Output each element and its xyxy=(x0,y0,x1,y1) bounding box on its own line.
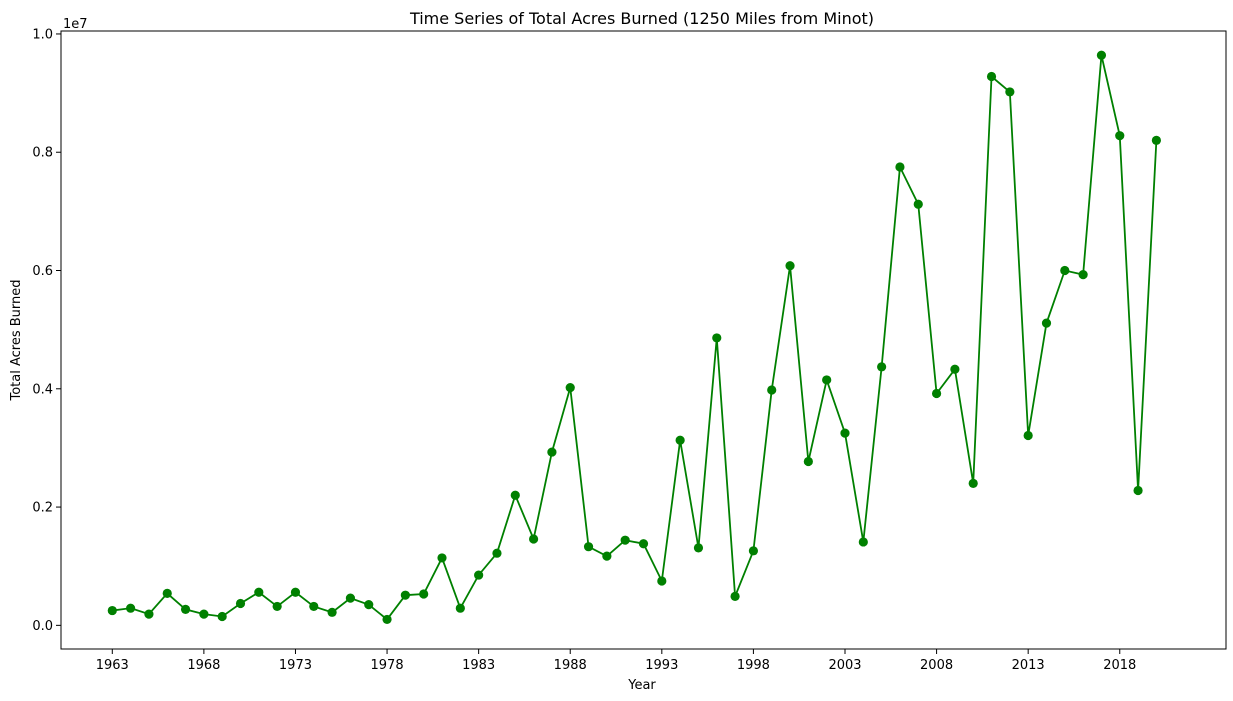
data-point xyxy=(657,576,667,586)
data-point xyxy=(217,611,227,622)
data-point xyxy=(730,591,740,601)
y-tick-label: 1.0 xyxy=(32,27,53,42)
data-point xyxy=(547,447,557,457)
x-axis-label: Year xyxy=(627,678,656,693)
data-point xyxy=(767,385,777,395)
series-line xyxy=(112,55,1158,621)
data-point xyxy=(1151,135,1161,146)
y-tick-label: 0.6 xyxy=(32,264,53,279)
y-tick-label: 0.8 xyxy=(32,146,53,161)
x-tick-label: 1998 xyxy=(737,658,770,673)
data-point xyxy=(437,553,447,563)
data-point xyxy=(528,534,539,544)
plot-frame xyxy=(60,30,1227,650)
x-tick-label: 1963 xyxy=(96,658,129,673)
data-point xyxy=(931,388,942,399)
x-tick-label: 1988 xyxy=(554,658,587,673)
data-point xyxy=(950,364,960,374)
data-point xyxy=(162,588,172,599)
data-point xyxy=(235,598,246,609)
y-axis-label: Total Acres Burned xyxy=(9,279,24,401)
data-point xyxy=(400,590,410,600)
data-point xyxy=(327,607,337,617)
plot-area xyxy=(60,30,1227,650)
series-layer xyxy=(107,50,1161,625)
y-tick-label: 0.2 xyxy=(32,501,53,516)
data-point xyxy=(840,428,850,438)
x-tick-label: 2008 xyxy=(920,658,953,673)
data-point xyxy=(309,601,319,612)
data-point xyxy=(1133,485,1143,496)
data-point xyxy=(199,609,209,619)
x-tick-label: 1968 xyxy=(187,658,220,673)
data-point xyxy=(1041,318,1052,328)
data-point xyxy=(364,600,374,610)
data-point xyxy=(858,537,868,547)
data-point xyxy=(254,587,264,597)
data-point xyxy=(748,546,759,556)
y-axis: 0.0 0.2 0.4 0.6 0.8 1.0 xyxy=(32,27,61,634)
data-point xyxy=(638,539,649,549)
y-tick-label: 0.4 xyxy=(32,382,53,397)
data-point xyxy=(785,261,795,271)
x-tick-label: 2018 xyxy=(1103,658,1136,673)
data-point xyxy=(474,570,484,580)
data-point xyxy=(107,605,117,616)
x-tick-label: 2013 xyxy=(1012,658,1045,673)
data-point xyxy=(180,604,191,614)
x-tick-label: 1978 xyxy=(371,658,404,673)
data-point xyxy=(272,601,282,612)
data-point xyxy=(1023,430,1033,441)
data-point xyxy=(675,435,685,445)
data-point xyxy=(803,456,813,467)
data-point xyxy=(620,535,630,545)
data-point xyxy=(290,587,301,597)
data-point xyxy=(913,199,923,209)
data-point xyxy=(492,548,502,558)
y-tick-label: 0.0 xyxy=(32,619,53,634)
x-axis: 1963 1968 1973 1978 1983 1988 1993 1998 2003 2008… xyxy=(96,649,1136,673)
data-point xyxy=(602,551,612,561)
data-point xyxy=(144,609,154,619)
data-point xyxy=(382,614,392,625)
data-point xyxy=(986,71,997,82)
data-point xyxy=(822,375,832,385)
x-tick-label: 1993 xyxy=(645,658,678,673)
x-tick-label: 1973 xyxy=(279,658,312,673)
data-point xyxy=(583,542,594,552)
data-point xyxy=(565,383,575,393)
data-point xyxy=(1096,50,1107,60)
chart-title: Time Series of Total Acres Burned (1250 … xyxy=(409,9,874,28)
data-point xyxy=(712,333,722,343)
data-point xyxy=(419,589,429,599)
data-point xyxy=(895,162,905,172)
data-point xyxy=(968,478,978,489)
data-point xyxy=(693,543,704,553)
data-point xyxy=(1005,87,1015,97)
data-point xyxy=(345,593,356,603)
data-point xyxy=(1078,270,1088,280)
data-point xyxy=(455,603,465,613)
data-point xyxy=(1115,131,1125,141)
x-tick-label: 1983 xyxy=(462,658,495,673)
data-point xyxy=(1060,265,1070,276)
data-point xyxy=(126,603,136,613)
y-offset-label: 1e7 xyxy=(63,17,88,32)
data-point xyxy=(510,490,520,500)
x-tick-label: 2003 xyxy=(828,658,861,673)
data-point xyxy=(877,362,887,372)
